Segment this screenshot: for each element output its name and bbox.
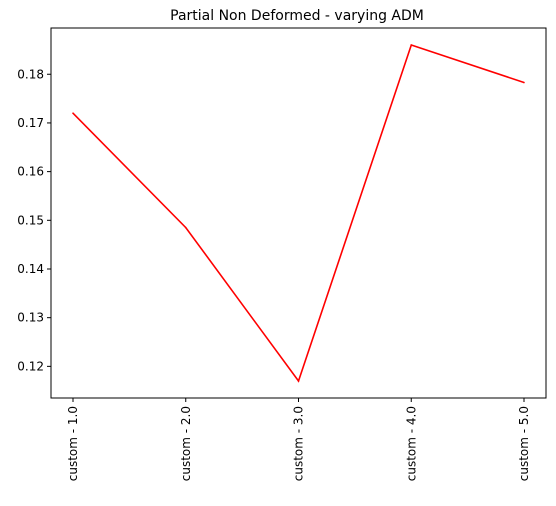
series-group	[72, 43, 525, 383]
x-axis: custom - 1.0 custom - 2.0 custom - 3.0 cust…	[66, 398, 531, 481]
x-tick-label: custom - 2.0	[179, 406, 193, 481]
y-tick-label: 0.12	[17, 359, 44, 373]
x-tick-label: custom - 5.0	[517, 406, 531, 481]
x-tick-label: custom - 3.0	[292, 406, 306, 481]
y-tick-label: 0.17	[17, 116, 44, 130]
y-tick-label: 0.16	[17, 165, 44, 179]
x-tick-label: custom - 1.0	[66, 406, 80, 481]
y-tick-label: 0.14	[17, 262, 44, 276]
data-point	[410, 44, 413, 46]
series-line	[72, 43, 525, 383]
plot-frame	[50, 27, 547, 399]
data-point	[297, 380, 300, 382]
y-tick-label: 0.13	[17, 311, 44, 325]
y-tick-label: 0.18	[17, 67, 44, 81]
chart-title: Partial Non Deformed - varying ADM	[170, 8, 424, 24]
x-tick-label: custom - 4.0	[404, 406, 418, 481]
y-tick-label: 0.15	[17, 213, 44, 227]
data-point	[72, 112, 74, 114]
data-point	[184, 226, 187, 229]
y-axis: 0.12 0.13 0.14 0.15 0.16 0.17 0.18	[17, 67, 51, 373]
data-point	[523, 81, 525, 84]
